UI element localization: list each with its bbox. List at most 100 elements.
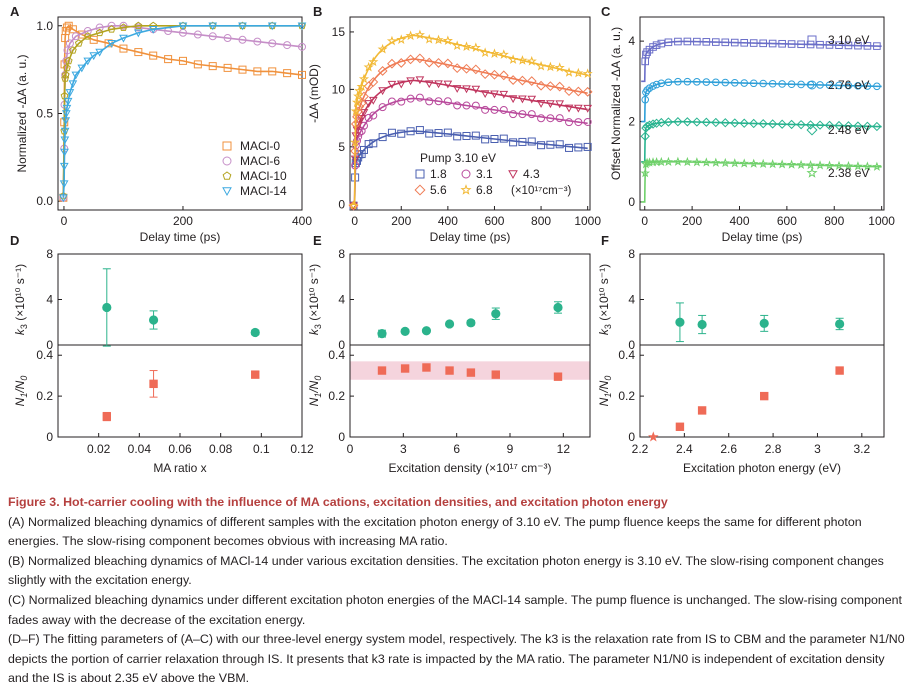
data-point [481,135,490,144]
data-point [433,58,444,68]
data-point [834,160,844,170]
data-point [640,131,650,141]
x-tick-label: 6 [453,442,460,456]
y-axis-label-bottom: N1/N0 [13,376,29,407]
data-point [702,78,711,86]
caption-paragraph-c: (C) Normalized bleaching dynamics under … [8,592,902,627]
data-point [758,158,769,169]
data-point [297,22,307,31]
legend-marker [806,167,818,178]
legend-marker [415,169,425,179]
series-3.10 eV [641,37,882,83]
data-point [508,75,519,85]
data-point [777,119,787,129]
data-point [863,82,872,90]
data-point [442,58,453,69]
data-point [462,131,471,140]
data-point [767,119,778,129]
data-point [71,32,80,41]
x-tick-label: 0.06 [168,442,192,456]
data-point [518,95,527,104]
x-tick-label: 2.6 [720,442,737,456]
data-point [824,120,835,131]
data-point [555,114,564,123]
x-tick-label: 400 [292,214,312,228]
k3-point [400,326,410,336]
y-tick-label: 4 [46,293,53,307]
data-point [62,104,72,113]
data-point [238,35,247,44]
data-point [644,120,655,130]
data-point [65,39,74,48]
x-tick-label: 3.2 [853,442,870,456]
data-point [796,120,806,130]
data-point [471,131,480,140]
data-point [545,61,556,72]
series-6.8 [348,29,593,210]
data-point [164,55,173,64]
legend-label: 2.48 eV [828,123,869,137]
data-point [573,86,584,97]
data-point [358,73,370,84]
data-point [193,30,202,39]
data-point [546,100,555,109]
legend-label: MACl-14 [240,184,287,198]
data-point [60,136,70,145]
data-point [526,76,537,86]
data-point [415,126,424,135]
data-point [134,23,143,32]
data-point [702,38,711,46]
data-point [673,156,683,166]
fit-line [641,80,882,123]
caption-paragraph-a: (A) Normalized bleaching dynamics of dif… [8,514,862,549]
y-tick-label: 0 [338,338,345,352]
data-point [83,57,93,66]
x-axis-label: Delay time (ps) [722,230,803,244]
data-point [461,41,472,52]
data-point [387,58,397,69]
data-point [843,160,854,171]
data-point [748,158,759,168]
x-tick-label: 0 [351,214,358,228]
data-point [862,161,873,171]
data-point [351,97,363,107]
data-point [834,120,844,131]
legend-marker [807,80,817,90]
data-point [664,38,673,47]
data-point [489,48,500,58]
y-axis-label-top: k3 (×10¹⁰ s⁻¹) [307,264,323,335]
k3-point [759,318,769,328]
x-tick-label: 400 [438,214,458,228]
x-tick-label: 9 [507,442,514,456]
data-point [649,82,657,90]
data-point [711,117,721,128]
y-tick-label: 0.2 [36,389,53,403]
fit-line [351,34,588,206]
data-point [364,113,373,122]
k3-point [491,309,501,319]
y-tick-label: 4 [628,293,635,307]
data-point [95,23,104,32]
data-point [59,180,69,189]
data-point [62,23,71,32]
legend-label: 4.3 [523,167,540,181]
fit-line [641,120,882,163]
series-MACl-14 [59,22,307,203]
data-point [397,129,406,138]
k3-point [835,319,845,329]
data-point [208,22,218,31]
panel-letter-B: B [313,4,322,19]
x-tick-label: 2.8 [765,442,782,456]
y-tick-label: 4 [338,293,345,307]
data-point [452,63,463,74]
data-point [536,100,546,108]
data-point [253,37,262,46]
data-point [691,157,702,167]
data-point [461,63,472,74]
data-point [682,117,693,127]
data-point [193,60,202,69]
data-point [414,29,425,40]
data-point [442,35,453,46]
data-point [149,51,158,60]
